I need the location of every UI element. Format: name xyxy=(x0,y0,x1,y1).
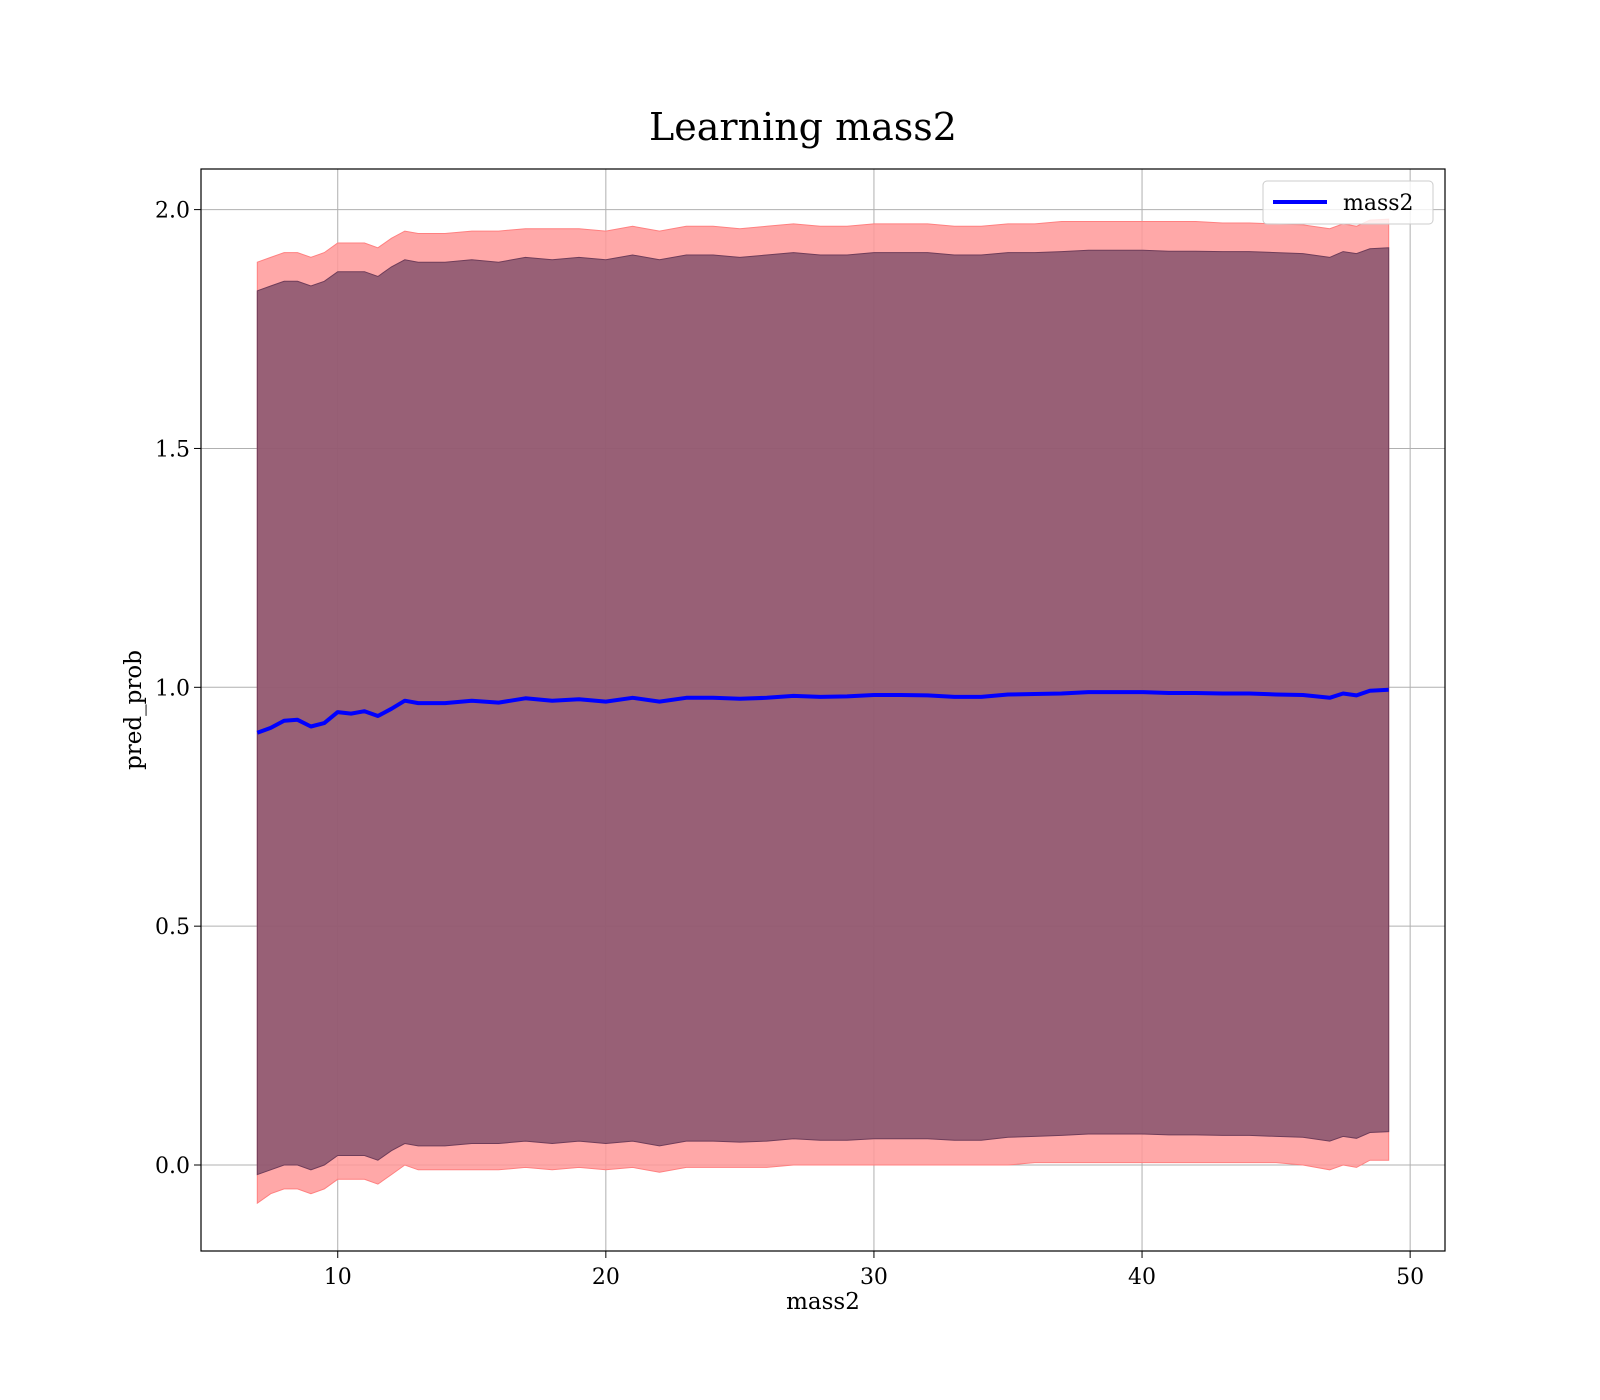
x-tick-label: 50 xyxy=(1396,1265,1424,1290)
y-tick-label: 1.5 xyxy=(155,437,190,462)
x-axis-label: mass2 xyxy=(786,1289,860,1315)
chart-title: Learning mass2 xyxy=(649,105,957,149)
y-tick-label: 0.0 xyxy=(155,1154,190,1179)
legend-label: mass2 xyxy=(1343,191,1414,216)
series-lines xyxy=(256,687,1389,735)
x-tick-label: 40 xyxy=(1128,1265,1156,1290)
legend-box xyxy=(1262,180,1434,225)
bands xyxy=(256,218,1390,1205)
y-axis-label: pred_prob xyxy=(121,650,147,770)
x-tick-label: 20 xyxy=(592,1265,620,1290)
series-line-mass2 xyxy=(256,687,1389,735)
x-ticks: 10 20 30 40 50 xyxy=(324,1251,1424,1290)
y-tick-label: 1.0 xyxy=(155,676,190,701)
y-tick-label: 0.5 xyxy=(155,915,190,940)
y-ticks: 0.0 0.5 1.0 1.5 2.0 xyxy=(155,199,201,1179)
legend: mass2 xyxy=(1262,180,1434,225)
y-tick-label: 2.0 xyxy=(155,199,190,224)
inner-band xyxy=(256,247,1390,1176)
x-tick-label: 10 xyxy=(324,1265,352,1290)
x-tick-label: 30 xyxy=(860,1265,888,1290)
plot-frame xyxy=(200,168,1446,1252)
